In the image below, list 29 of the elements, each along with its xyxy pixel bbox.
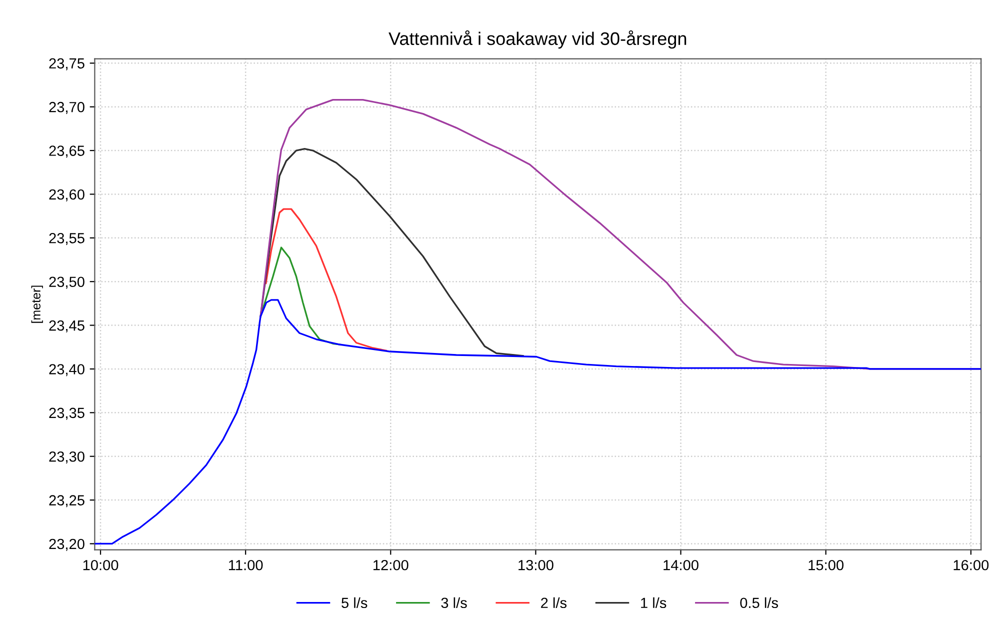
y-tick-label: 23,75 — [49, 58, 84, 70]
x-tick-label: 13:00 — [518, 560, 554, 570]
y-tick-label: 23,70 — [49, 102, 84, 114]
x-tick-label: 15:00 — [808, 560, 844, 570]
x-tick-label: 11:00 — [228, 560, 263, 570]
y-tick-label: 23,65 — [49, 146, 84, 158]
legend-label: 1 l/s — [641, 597, 666, 608]
y-tick-label: 23,35 — [49, 408, 84, 420]
legend-label: 2 l/s — [541, 597, 567, 608]
y-axis-title: [meter] — [31, 286, 43, 323]
y-tick-label: 23,50 — [49, 276, 84, 289]
x-tick-label: 16:00 — [954, 560, 989, 570]
x-tick-label: 12:00 — [374, 560, 408, 570]
y-tick-label: 23,25 — [49, 495, 84, 508]
x-tick-label: 10:00 — [83, 560, 118, 570]
y-tick-label: 23,20 — [49, 538, 84, 551]
y-tick-label: 23,60 — [49, 189, 84, 202]
y-tick-label: 23,30 — [49, 451, 84, 464]
line-series — [260, 148, 524, 357]
legend-label: 5 l/s — [342, 597, 368, 608]
legend-label: 3 l/s — [441, 597, 467, 608]
line-series — [94, 299, 982, 545]
y-tick-label: 23,40 — [49, 364, 84, 376]
y-tick-label: 23,45 — [49, 320, 84, 332]
line-series — [265, 208, 388, 352]
chart-title: Vattennivå i soakaway vid 30-årsregn — [388, 30, 686, 49]
x-tick-label: 14:00 — [664, 560, 698, 570]
y-tick-label: 23,55 — [49, 233, 84, 246]
legend-label: 0.5 l/s — [740, 597, 778, 608]
